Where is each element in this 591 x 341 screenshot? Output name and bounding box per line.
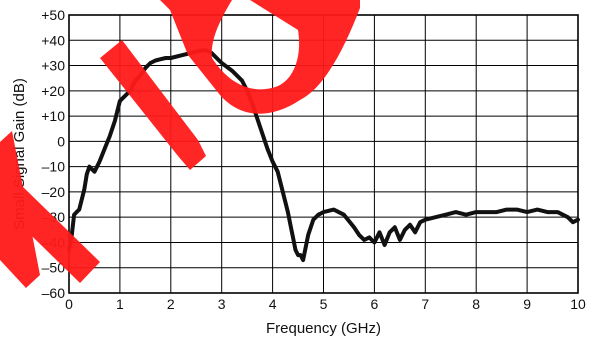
y-tick-label: +30 xyxy=(41,58,65,74)
x-tick-label: 6 xyxy=(371,296,379,312)
x-tick-label: 0 xyxy=(65,296,73,312)
watermark-stroke xyxy=(160,0,360,114)
x-tick-label: 2 xyxy=(167,296,175,312)
y-tick-label: –10 xyxy=(42,159,66,175)
y-tick-label: 0 xyxy=(57,133,65,149)
x-tick-label: 4 xyxy=(269,296,277,312)
y-tick-label: –60 xyxy=(42,285,66,301)
x-tick-label: 7 xyxy=(421,296,429,312)
x-tick-label: 3 xyxy=(218,296,226,312)
y-tick-label: –20 xyxy=(42,184,66,200)
watermark xyxy=(0,0,360,288)
x-tick-label: 9 xyxy=(523,296,531,312)
watermark-stroke xyxy=(305,0,338,24)
x-tick-label: 8 xyxy=(472,296,480,312)
watermark-stroke xyxy=(100,40,206,170)
series-line xyxy=(67,48,580,263)
x-tick-label: 1 xyxy=(116,296,124,312)
y-tick-label: +20 xyxy=(41,83,65,99)
y-tick-label: +50 xyxy=(41,7,65,23)
y-tick-label: +40 xyxy=(41,32,65,48)
watermark-stroke xyxy=(0,131,40,288)
y-tick-label: –50 xyxy=(42,260,66,276)
x-axis-label: Frequency (GHz) xyxy=(266,320,381,337)
y-tick-label: +10 xyxy=(41,108,65,124)
x-tick-label: 5 xyxy=(320,296,328,312)
x-tick-label: 10 xyxy=(570,296,586,312)
